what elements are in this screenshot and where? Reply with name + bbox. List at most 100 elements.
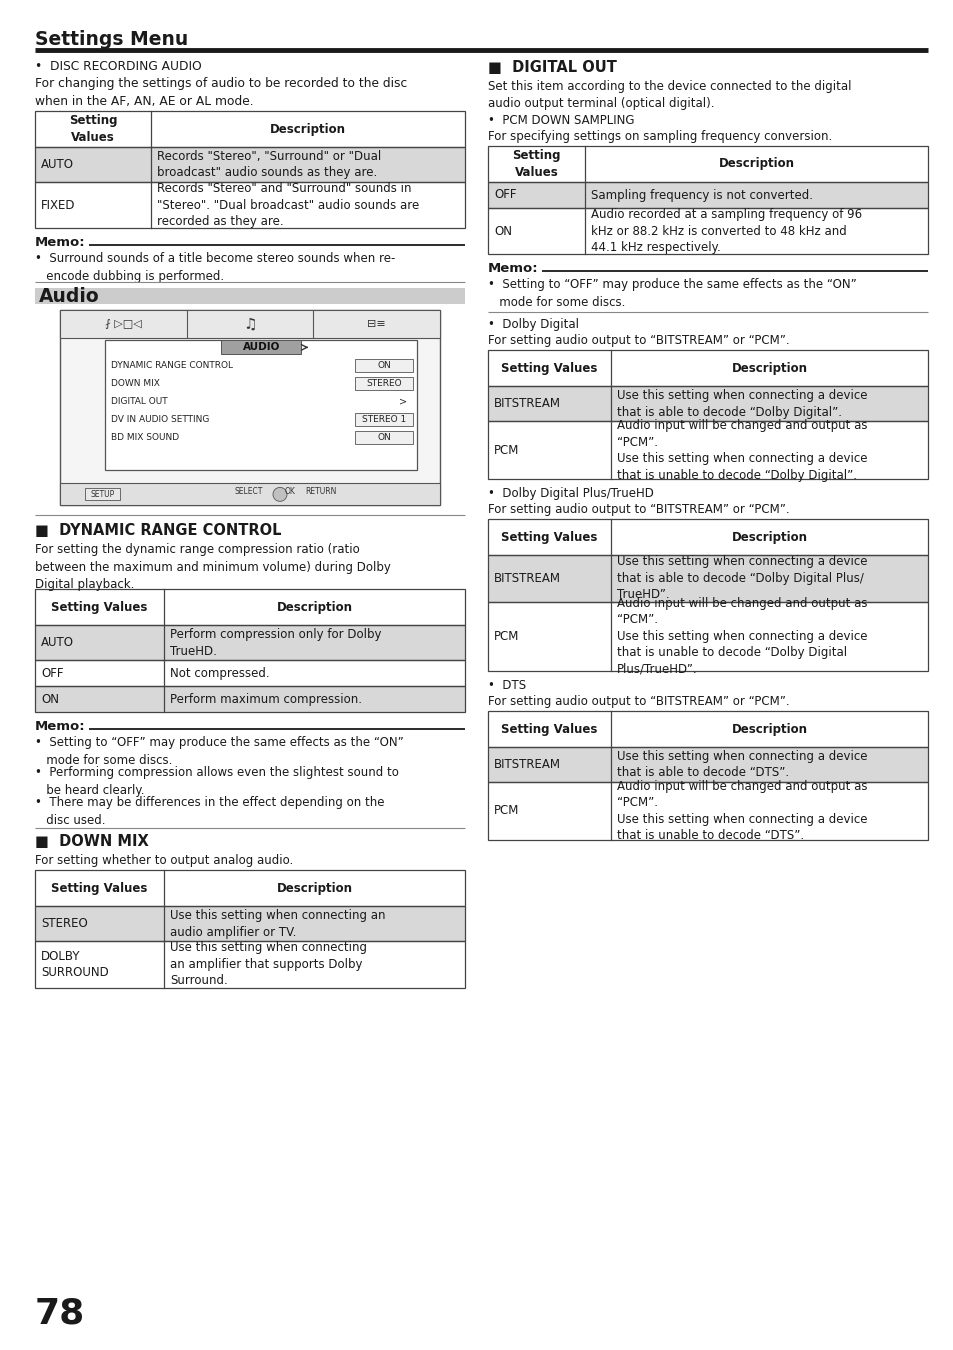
Bar <box>488 782 927 840</box>
Bar <box>488 711 927 747</box>
Text: Not compressed.: Not compressed. <box>170 667 270 680</box>
Bar <box>488 351 927 386</box>
Text: Setting Values: Setting Values <box>501 531 598 544</box>
Text: PCM: PCM <box>494 630 518 643</box>
Text: Perform maximum compression.: Perform maximum compression. <box>170 693 361 706</box>
Bar <box>488 182 927 208</box>
Bar <box>35 182 464 228</box>
Text: OFF: OFF <box>494 189 516 201</box>
Text: Use this setting when connecting an
audio amplifier or TV.: Use this setting when connecting an audi… <box>170 909 385 938</box>
Bar <box>35 590 464 625</box>
Text: Description: Description <box>276 601 352 614</box>
Text: •  Performing compression allows even the slightest sound to
   be heard clearly: • Performing compression allows even the… <box>35 767 398 796</box>
Bar <box>488 421 927 479</box>
Text: Sampling frequency is not converted.: Sampling frequency is not converted. <box>590 189 812 201</box>
Text: For setting audio output to “BITSTREAM” or “PCM”.: For setting audio output to “BITSTREAM” … <box>488 335 789 347</box>
Bar <box>355 431 413 444</box>
Bar <box>35 625 464 660</box>
Text: STEREO: STEREO <box>41 917 88 930</box>
Bar <box>355 377 413 390</box>
Text: Setting
Values: Setting Values <box>69 115 117 143</box>
Bar <box>35 686 464 713</box>
Text: For changing the settings of audio to be recorded to the disc
when in the AF, AN: For changing the settings of audio to be… <box>35 77 407 108</box>
Text: OK: OK <box>285 487 295 495</box>
Text: ■  DIGITAL OUT: ■ DIGITAL OUT <box>488 59 617 76</box>
Text: ON: ON <box>377 433 391 441</box>
Text: Set this item according to the device connected to the digital
audio output term: Set this item according to the device co… <box>488 80 851 111</box>
Bar <box>85 489 120 501</box>
Bar <box>35 906 464 941</box>
Text: SETUP: SETUP <box>91 490 114 500</box>
Text: ⊟≡: ⊟≡ <box>367 320 386 329</box>
Bar <box>105 340 417 470</box>
Text: Use this setting when connecting
an amplifier that supports Dolby
Surround.: Use this setting when connecting an ampl… <box>170 941 367 987</box>
Text: ON: ON <box>41 693 59 706</box>
Text: Description: Description <box>731 362 807 375</box>
Text: Audio input will be changed and output as
“PCM”.
Use this setting when connectin: Audio input will be changed and output a… <box>617 418 867 482</box>
Bar <box>35 590 464 625</box>
Bar <box>221 340 301 355</box>
Bar <box>35 660 464 686</box>
Text: Setting Values: Setting Values <box>501 362 598 375</box>
Text: BITSTREAM: BITSTREAM <box>494 397 560 410</box>
Bar <box>35 660 464 686</box>
Text: BITSTREAM: BITSTREAM <box>494 572 560 585</box>
Bar <box>488 146 927 182</box>
Text: Memo:: Memo: <box>35 721 86 733</box>
Text: BD MIX SOUND: BD MIX SOUND <box>111 433 179 441</box>
Text: For setting audio output to “BITSTREAM” or “PCM”.: For setting audio output to “BITSTREAM” … <box>488 695 789 707</box>
Text: DOWN MIX: DOWN MIX <box>111 379 160 387</box>
Text: 78: 78 <box>35 1296 85 1330</box>
Bar <box>488 747 927 782</box>
Text: Description: Description <box>270 123 346 135</box>
Text: Use this setting when connecting a device
that is able to decode “DTS”.: Use this setting when connecting a devic… <box>617 749 867 779</box>
Bar <box>488 208 927 254</box>
Bar <box>488 602 927 671</box>
Text: •  DISC RECORDING AUDIO: • DISC RECORDING AUDIO <box>35 59 201 73</box>
Text: DYNAMIC RANGE CONTROL: DYNAMIC RANGE CONTROL <box>111 360 233 370</box>
Text: DV IN AUDIO SETTING: DV IN AUDIO SETTING <box>111 414 209 424</box>
Bar <box>488 555 927 602</box>
Bar <box>488 520 927 555</box>
Bar <box>488 555 927 602</box>
Bar <box>35 111 464 147</box>
Bar <box>488 386 927 421</box>
Bar <box>35 941 464 988</box>
Text: Records "Stereo", "Surround" or "Dual
broadcast" audio sounds as they are.: Records "Stereo", "Surround" or "Dual br… <box>157 150 381 180</box>
Text: •  Dolby Digital Plus/TrueHD: • Dolby Digital Plus/TrueHD <box>488 487 653 501</box>
Bar <box>488 351 927 386</box>
Text: ON: ON <box>494 224 512 238</box>
Text: •  Setting to “OFF” may produce the same effects as the “ON”
   mode for some di: • Setting to “OFF” may produce the same … <box>488 278 856 309</box>
Text: Setting Values: Setting Values <box>501 722 598 736</box>
Bar <box>488 146 927 182</box>
Text: Setting Values: Setting Values <box>51 601 148 614</box>
Text: •  DTS: • DTS <box>488 679 525 693</box>
Text: Description: Description <box>718 158 794 170</box>
Text: Audio recorded at a sampling frequency of 96
kHz or 88.2 kHz is converted to 48 : Audio recorded at a sampling frequency o… <box>590 208 861 254</box>
Text: PCM: PCM <box>494 805 518 818</box>
Bar <box>35 625 464 660</box>
Bar <box>488 421 927 479</box>
Bar <box>355 413 413 425</box>
Text: Audio input will be changed and output as
“PCM”.
Use this setting when connectin: Audio input will be changed and output a… <box>617 780 867 842</box>
Text: ON: ON <box>377 360 391 370</box>
Text: FIXED: FIXED <box>41 198 75 212</box>
Bar <box>488 711 927 747</box>
Text: Description: Description <box>731 531 807 544</box>
Text: Use this setting when connecting a device
that is able to decode “Dolby Digital : Use this setting when connecting a devic… <box>617 555 867 602</box>
Text: Records "Stereo" and "Surround" sounds in
"Stereo". "Dual broadcast" audio sound: Records "Stereo" and "Surround" sounds i… <box>157 182 419 228</box>
Text: •  Dolby Digital: • Dolby Digital <box>488 319 578 332</box>
Bar <box>35 941 464 988</box>
Text: PCM: PCM <box>494 444 518 456</box>
Bar <box>35 686 464 713</box>
Bar <box>35 289 464 304</box>
Text: Setting
Values: Setting Values <box>512 150 560 178</box>
Bar <box>488 747 927 782</box>
Text: ■  DYNAMIC RANGE CONTROL: ■ DYNAMIC RANGE CONTROL <box>35 524 281 539</box>
Text: DIGITAL OUT: DIGITAL OUT <box>111 397 168 406</box>
Bar <box>488 602 927 671</box>
Text: BITSTREAM: BITSTREAM <box>494 759 560 771</box>
Text: OFF: OFF <box>41 667 64 680</box>
Bar <box>488 386 927 421</box>
Text: AUDIO: AUDIO <box>242 343 279 352</box>
